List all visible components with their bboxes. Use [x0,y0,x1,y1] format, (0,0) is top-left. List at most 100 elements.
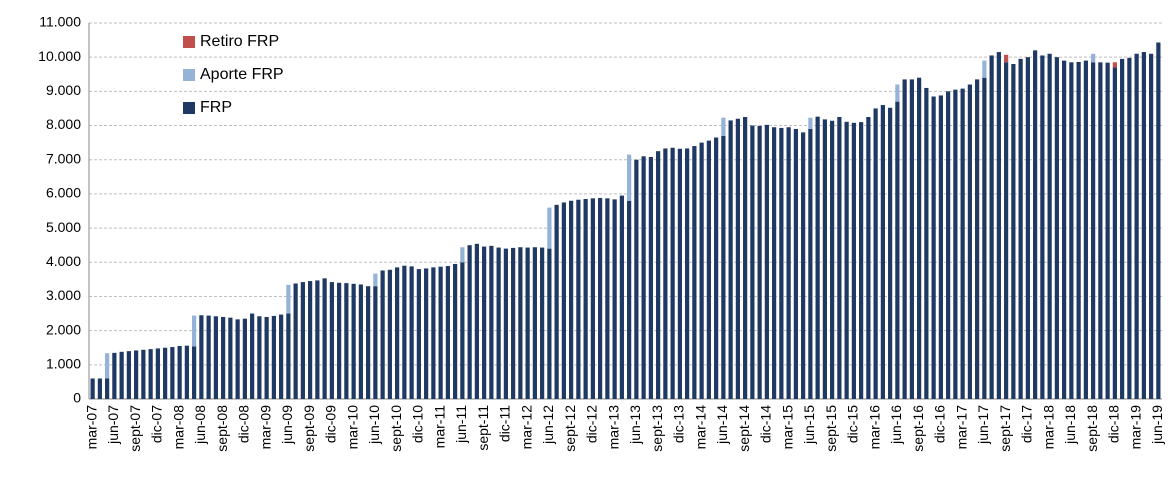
bar [837,117,842,399]
bar [895,84,900,102]
y-tick-label: 2.000 [46,321,81,337]
bar [605,198,610,399]
x-tick-label: dic-09 [323,405,339,443]
bar [395,267,400,399]
legend-swatch [183,69,195,81]
bar [648,156,653,399]
bar [670,147,675,399]
bar [1105,62,1110,399]
y-tick-label: 7.000 [46,150,81,166]
bar [953,89,958,400]
bar [373,286,378,399]
x-tick-label: jun-18 [1062,405,1078,445]
bar [975,79,980,400]
x-tick-label: jun-10 [366,405,382,445]
bar [576,199,581,399]
bar [880,105,885,399]
x-tick-label: jun-16 [888,405,904,445]
legend-label: Retiro FRP [200,33,279,50]
bar [619,195,624,399]
bar [431,267,436,399]
bar [851,122,856,399]
bar [380,270,385,399]
bar [329,282,334,399]
bar [228,317,233,399]
x-tick-label: dic-16 [932,405,948,443]
bar [1098,62,1103,400]
x-tick-label: sept-08 [214,405,230,452]
bar [989,55,994,400]
x-tick-label: dic-14 [758,405,774,443]
bar [634,159,639,399]
bar [721,135,726,400]
bar [1004,62,1009,400]
bar [685,148,690,399]
bar [503,248,508,399]
bar [416,269,421,399]
x-tick-label: sept-13 [649,405,665,452]
bar [757,125,762,400]
bar [199,315,204,399]
bar [1091,53,1096,63]
x-tick-label: dic-08 [236,405,252,443]
legend-swatch [183,36,195,48]
bar [830,120,835,399]
x-tick-label: sept-15 [823,405,839,452]
bar [1069,62,1074,400]
bar [112,352,117,399]
legend-swatch [183,102,195,114]
bar [1134,53,1139,399]
x-tick-label: sept-09 [301,405,317,452]
x-tick-label: sept-07 [127,405,143,452]
bar [917,77,922,399]
x-tick-label: jun-17 [975,405,991,445]
bar [873,108,878,400]
bar [344,283,349,399]
bar [793,128,798,400]
bar [366,286,371,399]
x-tick-label: jun-11 [453,405,469,444]
bar [772,127,777,399]
x-tick-label: mar-18 [1040,405,1056,450]
bar [496,247,501,399]
bar [569,200,574,399]
y-tick-label: 11.000 [39,14,81,30]
bar [844,121,849,399]
x-tick-label: dic-18 [1106,405,1122,443]
bar [351,283,356,399]
y-tick-label: 3.000 [46,287,81,303]
bar [1149,53,1154,399]
bar [946,91,951,399]
bar [728,120,733,399]
bar [627,200,632,399]
x-tick-label: dic-15 [845,405,861,443]
bar [692,146,697,399]
y-tick-label: 10.000 [38,48,81,64]
bar [1127,57,1132,400]
bar [714,137,719,399]
y-tick-label: 5.000 [46,219,81,235]
bar [1141,52,1146,400]
x-tick-label: dic-07 [149,405,165,443]
bar [105,378,110,399]
bar [808,117,813,129]
bar [938,95,943,399]
bar [547,207,552,249]
bar [598,198,603,399]
bar [721,117,726,136]
x-tick-label: sept-14 [736,405,752,452]
bar [960,88,965,399]
bar [141,349,146,399]
bar [438,266,443,399]
bar [221,316,226,399]
bar [271,315,276,399]
x-tick-label: mar-09 [257,405,273,450]
x-tick-label: dic-10 [410,405,426,443]
y-tick-label: 0 [73,390,81,406]
bar [213,316,218,399]
x-tick-label: mar-16 [866,405,882,450]
bar [699,142,704,400]
x-tick-label: jun-09 [279,405,295,445]
bar [1083,60,1088,399]
bar [126,351,131,399]
